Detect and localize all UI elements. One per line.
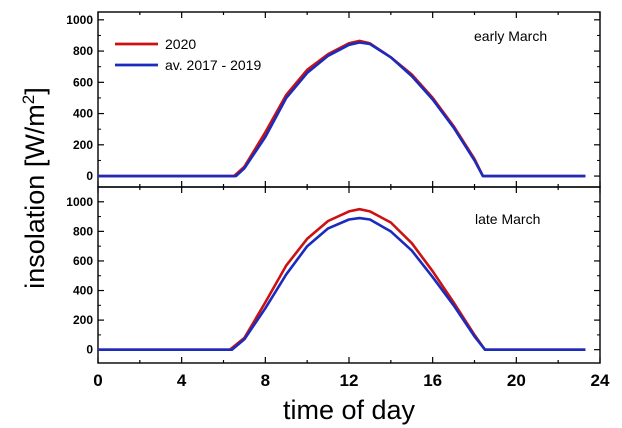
x-tick-label: 12 [340, 371, 359, 390]
x-tick-label: 4 [177, 371, 187, 390]
y-tick-label: 0 [86, 343, 93, 357]
series-line-panel1-average [98, 216, 586, 351]
y-tick-label: 400 [73, 284, 93, 298]
y-tick-label: 1000 [66, 13, 93, 27]
y-tick-label: 600 [73, 254, 93, 268]
legend-label-2020: 2020 [165, 36, 196, 52]
x-tick-label: 8 [261, 371, 270, 390]
y-tick-label: 800 [73, 44, 93, 58]
y-axis-title-superscript: 2 [19, 95, 38, 104]
x-tick-label: 0 [93, 371, 102, 390]
x-axis-title: time of day [283, 395, 416, 425]
y-tick-label: 0 [86, 169, 93, 183]
legend-label-average: av. 2017 - 2019 [165, 57, 261, 73]
series-line-panel0-average [98, 41, 586, 178]
y-axis-title-end: ] [20, 87, 50, 95]
y-tick-label: 1000 [66, 195, 93, 209]
top-panel-annotation: early March [474, 28, 547, 44]
y-tick-label: 400 [73, 107, 93, 121]
x-tick-label: 20 [507, 371, 526, 390]
y-axis-title: insolation [W/m2] [19, 87, 50, 289]
y-axis-title-main: insolation [W/m [20, 104, 50, 289]
x-tick-label: 16 [423, 371, 442, 390]
y-tick-label: 200 [73, 138, 93, 152]
x-tick-label: 24 [591, 371, 610, 390]
legend: 2020 av. 2017 - 2019 [115, 36, 261, 73]
ticks-layer: 0 200 400 600 800 1000 0 200 400 600 800 1000 0 4 8 12 1… [66, 12, 610, 390]
y-tick-label: 800 [73, 224, 93, 238]
y-tick-label: 600 [73, 75, 93, 89]
bottom-panel-annotation: late March [475, 211, 540, 227]
y-tick-label: 200 [73, 313, 93, 327]
series-line-panel1-2020 [98, 207, 586, 351]
series-lines [98, 39, 586, 351]
